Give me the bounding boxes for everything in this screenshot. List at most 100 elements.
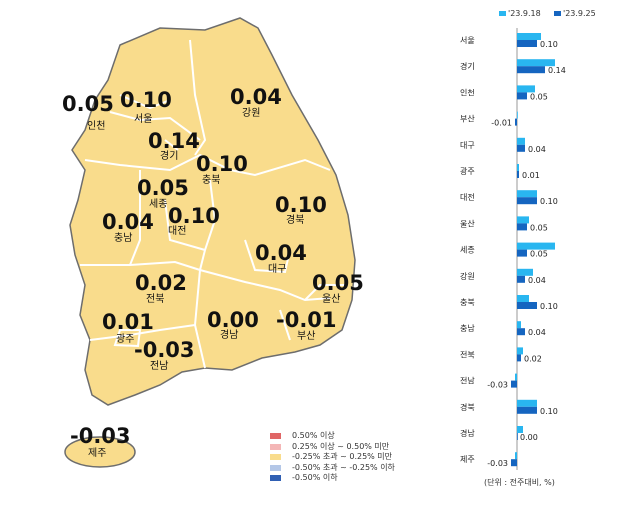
bar-prev: [517, 164, 519, 171]
bar-curr: [517, 302, 537, 309]
category-label: 인천: [460, 87, 475, 97]
bar-curr: [517, 433, 518, 440]
bar-prev: [517, 111, 518, 119]
category-label: 대구: [460, 141, 475, 150]
series-label: '23.9.25: [563, 9, 596, 18]
region-label: 대구: [268, 264, 287, 275]
bar-prev: [517, 321, 521, 329]
category-label: 부산: [460, 114, 475, 124]
value-label: 0.00: [207, 308, 259, 332]
region-label: 전북: [146, 294, 165, 305]
category-label: 세종: [460, 246, 475, 255]
bar-curr: [517, 354, 521, 362]
bar-curr: [517, 40, 537, 47]
region-label: 울산: [322, 294, 341, 305]
category-label: 경기: [460, 61, 475, 71]
bar-prev: [517, 295, 529, 302]
region-label: 세종: [149, 199, 168, 210]
region-label: 강원: [242, 108, 261, 119]
legend-label: 0.50% 이상: [292, 431, 335, 440]
region-label: 대전: [168, 226, 187, 237]
bar-curr: [515, 118, 517, 126]
region-label: 부산: [297, 331, 316, 342]
korea-map: [64, 17, 356, 468]
bar-curr: [517, 328, 525, 336]
bar-prev: [517, 59, 555, 67]
bar-prev: [517, 33, 541, 40]
value-label: 0.04: [255, 241, 307, 265]
bar-prev: [517, 216, 529, 224]
bar-prev: [517, 85, 535, 93]
bar-prev: [517, 268, 533, 276]
category-label: 제주: [460, 455, 475, 464]
region-label: 경남: [220, 330, 239, 341]
region-label: 경북: [286, 215, 305, 226]
bar-curr: [511, 459, 517, 467]
value-label: 0.02: [135, 271, 187, 295]
bar-prev: [517, 426, 523, 433]
bar-curr: [517, 197, 537, 205]
category-label: 경남: [460, 428, 475, 438]
data-label: 0.10: [540, 407, 558, 416]
value-label: 0.10: [275, 193, 327, 217]
value-label: 0.04: [230, 85, 282, 109]
region-label: 경기: [160, 151, 179, 162]
data-label: -0.03: [487, 381, 508, 390]
data-label: -0.01: [491, 119, 512, 128]
category-label: 경북: [460, 402, 475, 412]
data-label: 0.02: [524, 354, 542, 363]
bar-curr: [517, 249, 527, 257]
bar-curr: [517, 275, 525, 283]
data-label: 0.14: [548, 66, 566, 75]
bar-curr: [517, 92, 527, 100]
data-label: 0.04: [528, 276, 546, 285]
data-label: 0.04: [528, 328, 546, 337]
region-borders: [80, 39, 345, 369]
region-label: 인천: [87, 121, 106, 132]
legend-label: 0.25% 이상 ~ 0.50% 미만: [292, 441, 390, 451]
category-label: 전남: [460, 376, 475, 386]
category-label: 충남: [460, 324, 475, 333]
data-label: 0.05: [530, 223, 548, 232]
bar-chart: 서울 0.10 경기 0.14 인천 0.05 부산 -0.01 대구 0.04 광주 0.01 대전 0…: [460, 28, 566, 470]
bar-curr: [517, 66, 545, 74]
region-label: 충남: [114, 233, 133, 244]
bar-prev: [515, 452, 517, 460]
bar-prev: [517, 137, 525, 145]
legend-label: -0.50% 이하: [292, 473, 338, 482]
data-label: 0.05: [530, 92, 548, 101]
region-label: 제주: [88, 448, 107, 459]
data-label: 0.01: [522, 171, 540, 180]
value-label: -0.01: [276, 308, 337, 332]
value-label: -0.03: [70, 424, 131, 448]
value-label: 0.14: [148, 129, 200, 153]
category-label: 광주: [460, 166, 475, 176]
bar-prev: [517, 347, 523, 355]
data-label: 0.04: [528, 145, 546, 154]
category-label: 전북: [460, 349, 475, 359]
value-label: 0.10: [196, 152, 248, 176]
bar-curr: [517, 406, 537, 414]
category-label: 강원: [460, 271, 475, 281]
data-label: -0.03: [487, 459, 508, 468]
bar-curr: [517, 223, 527, 231]
category-label: 대전: [460, 192, 475, 202]
bar-prev: [517, 190, 537, 198]
series-swatch: [499, 11, 506, 16]
bar-prev: [517, 242, 555, 250]
bar-prev: [515, 373, 517, 381]
data-label: 0.05: [530, 250, 548, 259]
value-label: 0.05: [62, 92, 114, 116]
legend-label: -0.25% 초과 ~ 0.25% 미만: [292, 452, 393, 461]
series-label: '23.9.18: [508, 9, 541, 18]
region-label: 광주: [116, 334, 135, 345]
legend-swatch: [270, 475, 281, 481]
value-label: 0.04: [102, 210, 154, 234]
legend-swatch: [270, 433, 281, 439]
region-label: 충북: [202, 175, 221, 186]
value-label: 0.10: [120, 88, 172, 112]
category-label: 충북: [460, 298, 475, 307]
value-label: 0.10: [168, 204, 220, 228]
category-label: 울산: [460, 218, 475, 228]
value-label: 0.05: [137, 176, 189, 200]
